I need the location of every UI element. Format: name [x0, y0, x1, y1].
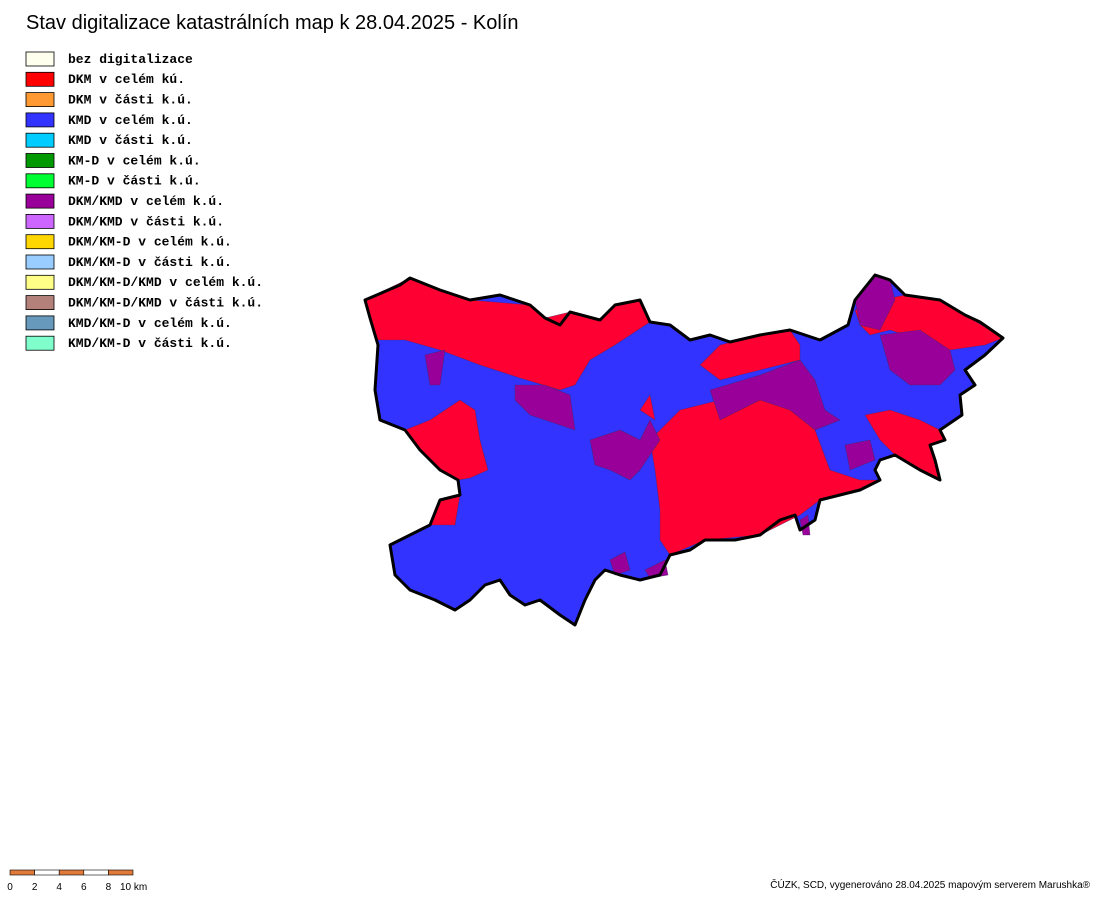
legend-swatch	[25, 193, 55, 209]
legend-swatch	[25, 112, 55, 128]
legend-label: DKM/KM-D v celém k.ú.	[68, 235, 232, 250]
legend-swatch	[25, 295, 55, 311]
regions-dkm-kmd	[424, 274, 956, 579]
legend-label: KM-D v části k.ú.	[68, 174, 201, 189]
legend-label: DKM/KMD v celém k.ú.	[68, 194, 224, 209]
legend-swatch	[25, 92, 55, 107]
legend-swatch	[25, 315, 55, 331]
scale-bar	[9, 869, 134, 876]
legend-swatch	[25, 132, 55, 148]
district-outline	[363, 273, 1005, 627]
legend-label: KMD/KM-D v části k.ú.	[68, 336, 232, 351]
legend-swatch	[25, 254, 55, 270]
legend-swatch	[25, 51, 55, 67]
legend-swatch	[25, 335, 55, 351]
legend: bez digitalizace DKM v celém kú. DKM v čás…	[25, 51, 263, 351]
scale-label: 8	[106, 882, 112, 893]
legend-swatch	[25, 274, 55, 290]
legend-label: KMD v části k.ú.	[68, 133, 193, 148]
scale-label: 0	[7, 882, 13, 893]
legend-label: DKM/KM-D/KMD v celém k.ú.	[68, 275, 263, 290]
map-title: Stav digitalizace katastrálních map k 28…	[26, 12, 519, 34]
legend-label: DKM/KMD v části k.ú.	[68, 214, 224, 229]
legend-label: DKM v části k.ú.	[68, 93, 193, 108]
legend-swatch	[25, 153, 55, 168]
scale-label: 4	[56, 882, 62, 893]
legend-label: bez digitalizace	[68, 52, 193, 67]
legend-swatch	[25, 71, 55, 87]
legend-label: KMD/KM-D v celém k.ú.	[68, 316, 232, 331]
legend-label: DKM/KM-D v části k.ú.	[68, 255, 232, 270]
map	[363, 273, 1005, 627]
legend-swatch	[25, 234, 55, 250]
legend-swatch	[25, 173, 55, 189]
regions-dkm	[364, 277, 1004, 556]
legend-swatch	[25, 213, 55, 229]
legend-label: KMD v celém k.ú.	[68, 113, 193, 128]
credits: ČÚZK, SCD, vygenerováno 28.04.2025 mapov…	[770, 878, 1090, 891]
scale-label: 10 km	[120, 882, 147, 893]
legend-label: DKM/KM-D/KMD v části k.ú.	[68, 296, 263, 311]
legend-label: KM-D v celém k.ú.	[68, 153, 201, 168]
scale-label: 2	[32, 882, 38, 893]
scale-label: 6	[81, 882, 87, 893]
legend-label: DKM v celém kú.	[68, 72, 185, 87]
